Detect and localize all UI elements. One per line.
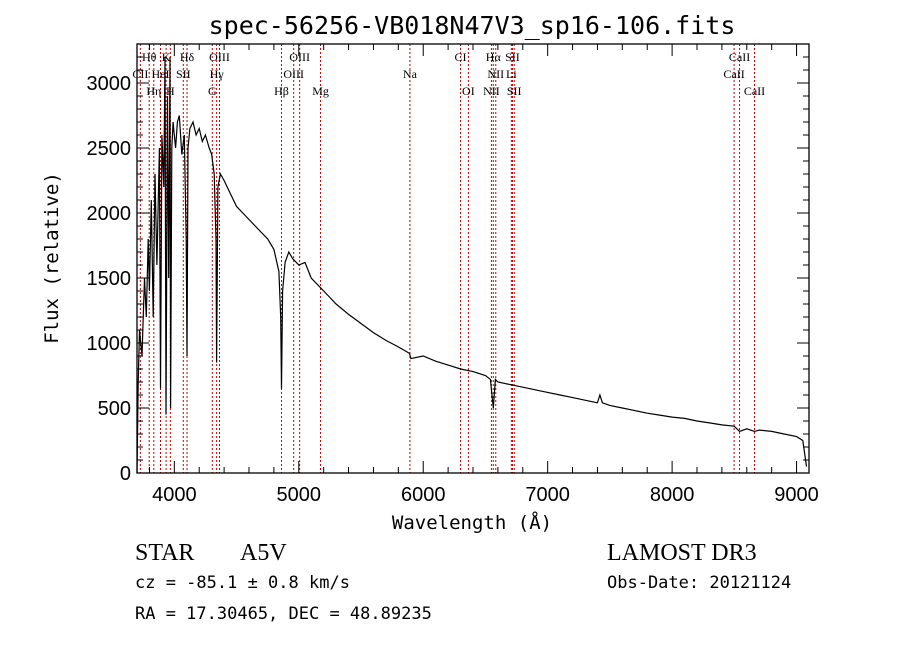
line-marker-label: CaII [744,84,765,98]
line-marker-label: CaII [723,67,744,81]
x-tick-label: 9000 [774,484,819,506]
y-tick-label: 1000 [87,333,132,355]
chart-title: spec-56256-VB018N47V3_sp16-106.fits [209,11,736,40]
line-marker-label: Hη [146,84,161,98]
spectral-subclass: A5V [240,540,287,566]
y-tick-label: 0 [120,463,131,485]
line-marker-label: Hθ [142,50,157,64]
x-axis-label: Wavelength (Å) [392,511,552,534]
plot-frame [136,43,810,474]
y-tick-label: 500 [98,398,131,420]
line-marker-label: NII [483,84,500,98]
line-marker-label: Hγ [210,67,225,81]
x-tick-label: 7000 [525,484,570,506]
line-marker-label: CI [455,50,467,64]
spectrum-line [136,56,808,474]
line-marker-label: Li [506,67,517,81]
y-axis-ticks: 0 500 1000 1500 2000 2500 3000 [87,43,809,485]
y-axis-label: Flux (relative) [41,172,63,344]
survey-name: LAMOST DR3 [607,540,757,566]
y-tick-label: 1500 [87,268,132,290]
object-class: STAR [135,540,194,566]
line-marker-label: CII [132,67,148,81]
line-marker-label: Hα [486,50,502,64]
line-marker-label: OIII [289,50,310,64]
line-marker-label: G [208,84,217,98]
x-tick-label: 4000 [152,484,197,506]
line-marker-label: NII [487,67,504,81]
line-marker-label: Mg [312,84,329,98]
observation-date: Obs-Date: 20121124 [607,573,791,593]
line-marker-label: OIII [209,50,230,64]
line-marker-label: CaII [729,50,750,64]
x-tick-label: 8000 [650,484,695,506]
line-marker-label: K [162,50,171,64]
spectral-line-markers [139,44,755,473]
y-tick-label: 3000 [87,73,132,95]
y-tick-label: 2500 [87,138,132,160]
line-marker-label: OI [462,84,475,98]
line-marker-label: Hβ [274,84,289,98]
line-marker-label: SII [505,50,520,64]
x-tick-label: 6000 [401,484,446,506]
line-marker-label: Hδ [180,50,195,64]
line-marker-label: OIII [283,67,304,81]
line-marker-label: SII [176,67,191,81]
line-marker-label: Na [403,67,418,81]
x-tick-label: 5000 [277,484,322,506]
redshift-readout: cz = -85.1 ± 0.8 km/s [135,573,350,593]
x-axis-ticks: 4000 5000 6000 7000 8000 9000 [148,44,819,506]
y-tick-label: 2000 [87,203,132,225]
coordinates-readout: RA = 17.30465, DEC = 48.89235 [135,604,432,624]
line-marker-label: HeI [152,67,170,81]
line-marker-label: SII [507,84,522,98]
